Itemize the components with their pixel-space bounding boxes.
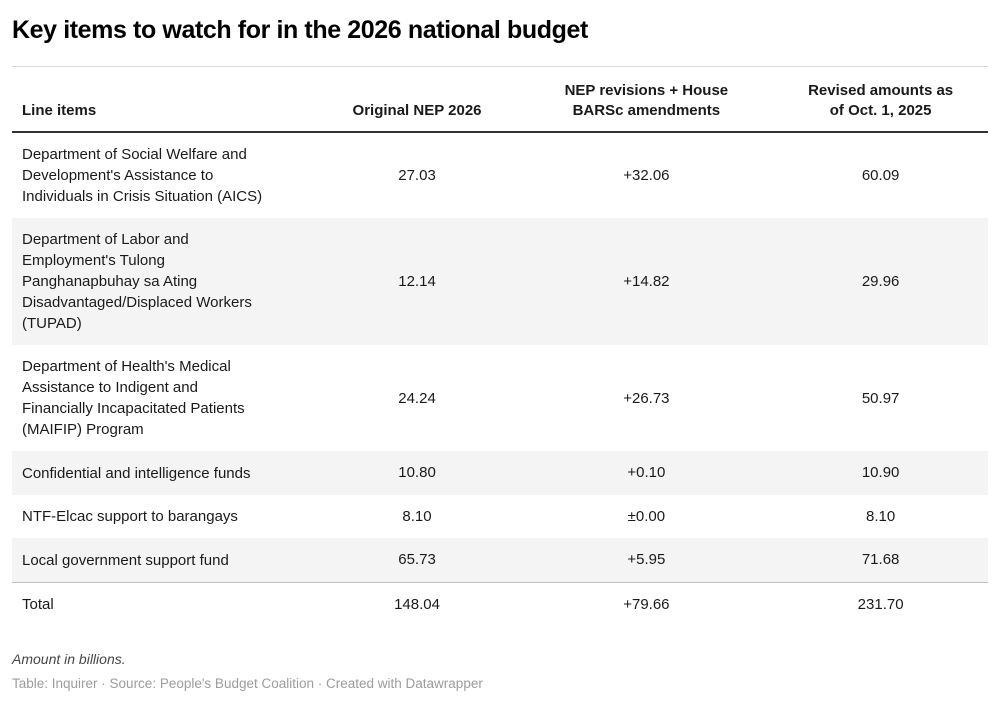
cell-original-nep: 12.14: [398, 273, 436, 290]
column-header-line-items: Line items: [12, 66, 315, 133]
line-item-label: Department of Social Welfare and Develop…: [22, 146, 263, 205]
table-row: Local government support fund 65.73 +5.9…: [12, 538, 988, 583]
table-row: NTF-Elcac support to barangays 8.10 ±0.0…: [12, 495, 988, 539]
column-header-original-nep-2026-label: Original NEP 2026: [352, 102, 482, 119]
cell-line-item: Department of Health's Medical Assistanc…: [12, 345, 315, 451]
table-row-total: Total 148.04 +79.66 231.70: [12, 582, 988, 627]
cell-line-item: Department of Social Welfare and Develop…: [12, 132, 315, 218]
cell-revision: +5.95: [627, 551, 666, 569]
cell-revised-amount: 50.97: [861, 389, 900, 407]
table-row: Department of Health's Medical Assistanc…: [12, 345, 988, 451]
cell-revised-amount: 71.68: [861, 551, 900, 569]
cell-revision: ±0.00: [627, 507, 666, 525]
line-item-label: NTF-Elcac support to barangays: [22, 508, 238, 526]
column-header-nep-revisions: NEP revisions + House BARSc amendments: [519, 66, 774, 133]
cell-line-item: Total: [12, 582, 315, 626]
budget-table: Line items Original NEP 2026 NEP revisio…: [12, 66, 988, 627]
table-row: Department of Labor and Employment's Tul…: [12, 218, 988, 345]
cell-revised-amount: 60.09: [861, 167, 900, 184]
column-header-line-items-label: Line items: [22, 102, 97, 119]
chart-title: Key items to watch for in the 2026 natio…: [12, 16, 588, 44]
cell-revised-amount: 29.96: [861, 273, 900, 290]
column-header-nep-revisions-label: NEP revisions + House BARSc amendments: [564, 82, 729, 119]
cell-original-nep: 65.73: [398, 551, 436, 569]
cell-revision: +14.82: [623, 273, 670, 290]
cell-line-item: Local government support fund: [12, 538, 315, 582]
cell-original-nep: 27.03: [398, 167, 436, 184]
cell-original-nep: 148.04: [394, 595, 440, 613]
cell-line-item: Confidential and intelligence funds: [12, 451, 315, 495]
footnote: Amount in billions.: [12, 651, 126, 668]
attribution: Table: Inquirer · Source: People's Budge…: [12, 676, 483, 692]
cell-revised-amount: 10.90: [861, 464, 900, 482]
line-item-label: Department of Health's Medical Assistanc…: [22, 358, 245, 438]
line-item-label: Department of Labor and Employment's Tul…: [22, 231, 252, 332]
table-chart: Key items to watch for in the 2026 natio…: [0, 15, 1000, 691]
table-header: Line items Original NEP 2026 NEP revisio…: [12, 66, 988, 133]
cell-line-item: Department of Labor and Employment's Tul…: [12, 218, 315, 345]
line-item-label: Local government support fund: [22, 551, 229, 569]
header-row: Line items Original NEP 2026 NEP revisio…: [12, 66, 988, 133]
cell-line-item: NTF-Elcac support to barangays: [12, 495, 315, 539]
cell-revision: +0.10: [627, 464, 666, 482]
cell-original-nep: 8.10: [402, 507, 432, 525]
cell-revision: +32.06: [623, 167, 670, 184]
cell-revision: +26.73: [623, 389, 670, 407]
cell-original-nep: 24.24: [398, 389, 436, 407]
cell-revised-amount: 231.70: [857, 595, 904, 613]
line-item-label: Total: [22, 596, 54, 614]
table-row: Department of Social Welfare and Develop…: [12, 132, 988, 218]
column-header-revised-amounts: Revised amounts as of Oct. 1, 2025: [773, 66, 988, 133]
column-header-original-nep-2026: Original NEP 2026: [314, 66, 520, 133]
line-item-label: Confidential and intelligence funds: [22, 464, 251, 482]
table-row: Confidential and intelligence funds 10.8…: [12, 451, 988, 495]
column-header-revised-amounts-label: Revised amounts as of Oct. 1, 2025: [808, 82, 954, 119]
cell-revision: +79.66: [623, 595, 670, 613]
cell-original-nep: 10.80: [398, 464, 436, 482]
table-body: Department of Social Welfare and Develop…: [12, 132, 988, 627]
cell-revised-amount: 8.10: [866, 507, 896, 525]
